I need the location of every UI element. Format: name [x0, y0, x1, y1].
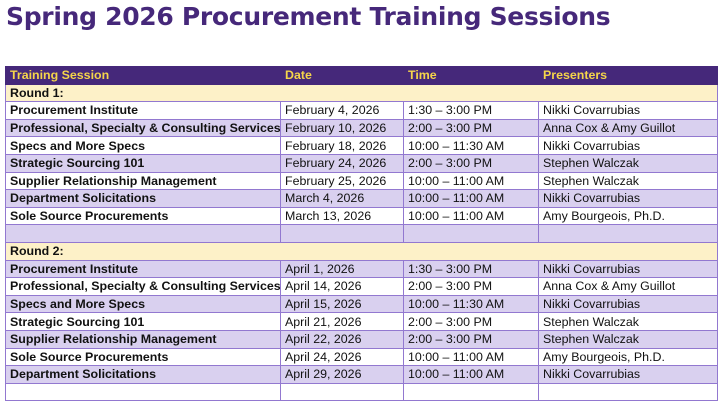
session-cell: Supplier Relationship Management [5, 171, 281, 191]
time-cell [403, 382, 539, 402]
col-header-date: Date [280, 66, 404, 85]
round-cell [280, 241, 404, 261]
table-row: Supplier Relationship Management February… [5, 171, 718, 191]
presenters-cell [538, 224, 718, 243]
presenters-cell: Nikki Covarrubias [538, 365, 718, 384]
session-cell: Strategic Sourcing 101 [5, 153, 281, 173]
date-cell: April 21, 2026 [280, 312, 404, 331]
session-cell: Specs and More Specs [5, 136, 281, 155]
date-cell: March 4, 2026 [280, 189, 404, 208]
time-cell [403, 224, 539, 243]
round-row: Round 1: [5, 83, 718, 103]
time-cell: 10:00 – 11:30 AM [403, 294, 539, 314]
time-cell: 10:00 – 11:00 AM [403, 365, 539, 384]
date-cell [280, 382, 404, 402]
table-row: Procurement Institute February 4, 2026 1:3… [5, 101, 718, 120]
table-row: Department Solicitations April 29, 2026 10… [5, 365, 718, 384]
table-row: Sole Source Procurements March 13, 2026 10… [5, 206, 718, 226]
blank-row [5, 224, 718, 243]
table-row: Professional, Specialty & Consulting Ser… [5, 118, 718, 138]
round-row: Round 2: [5, 241, 718, 261]
time-cell: 10:00 – 11:30 AM [403, 136, 539, 155]
time-cell: 10:00 – 11:00 AM [403, 206, 539, 226]
presenters-cell: Nikki Covarrubias [538, 294, 718, 314]
date-cell [280, 224, 404, 243]
date-cell: February 18, 2026 [280, 136, 404, 155]
round-label: Round 2: [5, 241, 281, 261]
time-cell: 2:00 – 3:00 PM [403, 277, 539, 296]
date-cell: February 4, 2026 [280, 101, 404, 120]
session-cell: Procurement Institute [5, 101, 281, 120]
time-cell: 1:30 – 3:00 PM [403, 101, 539, 120]
table-row: Department Solicitations March 4, 2026 10:… [5, 189, 718, 208]
table-row: Strategic Sourcing 101 February 24, 2026 2… [5, 153, 718, 173]
time-cell: 2:00 – 3:00 PM [403, 118, 539, 138]
date-cell: April 15, 2026 [280, 294, 404, 314]
table-row: Specs and More Specs February 18, 2026 10:… [5, 136, 718, 155]
presenters-cell: Stephen Walczak [538, 171, 718, 191]
page-title: Spring 2026 Procurement Training Session… [6, 2, 611, 31]
time-cell: 2:00 – 3:00 PM [403, 329, 539, 349]
round-cell [538, 241, 718, 261]
round-cell [403, 241, 539, 261]
session-cell: Sole Source Procurements [5, 347, 281, 367]
presenters-cell: Anna Cox & Amy Guillot [538, 277, 718, 296]
session-cell: Professional, Specialty & Consulting Ser… [5, 277, 281, 296]
time-cell: 10:00 – 11:00 AM [403, 171, 539, 191]
round-cell [538, 83, 718, 103]
session-cell: Sole Source Procurements [5, 206, 281, 226]
time-cell: 1:30 – 3:00 PM [403, 259, 539, 279]
round-cell [403, 83, 539, 103]
round-cell [280, 83, 404, 103]
session-cell: Department Solicitations [5, 189, 281, 208]
col-header-session: Training Session [5, 66, 281, 85]
schedule-table: Training Session Date Time Presenters Ro… [5, 66, 718, 402]
session-cell [5, 382, 281, 402]
presenters-cell: Stephen Walczak [538, 153, 718, 173]
date-cell: April 1, 2026 [280, 259, 404, 279]
time-cell: 2:00 – 3:00 PM [403, 312, 539, 331]
date-cell: February 25, 2026 [280, 171, 404, 191]
session-cell: Professional, Specialty & Consulting Ser… [5, 118, 281, 138]
col-header-presenters: Presenters [538, 66, 718, 85]
presenters-cell: Stephen Walczak [538, 329, 718, 349]
presenters-cell: Nikki Covarrubias [538, 136, 718, 155]
table-row: Specs and More Specs April 15, 2026 10:00 … [5, 294, 718, 314]
table-row: Sole Source Procurements April 24, 2026 10… [5, 347, 718, 367]
blank-row [5, 382, 718, 402]
presenters-cell: Stephen Walczak [538, 312, 718, 331]
presenters-cell: Amy Bourgeois, Ph.D. [538, 206, 718, 226]
date-cell: April 29, 2026 [280, 365, 404, 384]
session-cell [5, 224, 281, 243]
presenters-cell [538, 382, 718, 402]
header-row: Training Session Date Time Presenters [5, 66, 718, 85]
col-header-time: Time [403, 66, 539, 85]
round-label: Round 1: [5, 83, 281, 103]
presenters-cell: Anna Cox & Amy Guillot [538, 118, 718, 138]
session-cell: Strategic Sourcing 101 [5, 312, 281, 331]
time-cell: 10:00 – 11:00 AM [403, 189, 539, 208]
date-cell: April 22, 2026 [280, 329, 404, 349]
session-cell: Procurement Institute [5, 259, 281, 279]
table-row: Professional, Specialty & Consulting Ser… [5, 277, 718, 296]
time-cell: 2:00 – 3:00 PM [403, 153, 539, 173]
table-row: Procurement Institute April 1, 2026 1:30 –… [5, 259, 718, 279]
date-cell: April 14, 2026 [280, 277, 404, 296]
date-cell: February 24, 2026 [280, 153, 404, 173]
session-cell: Supplier Relationship Management [5, 329, 281, 349]
session-cell: Department Solicitations [5, 365, 281, 384]
session-cell: Specs and More Specs [5, 294, 281, 314]
presenters-cell: Nikki Covarrubias [538, 259, 718, 279]
time-cell: 10:00 – 11:00 AM [403, 347, 539, 367]
presenters-cell: Amy Bourgeois, Ph.D. [538, 347, 718, 367]
date-cell: February 10, 2026 [280, 118, 404, 138]
date-cell: March 13, 2026 [280, 206, 404, 226]
table-row: Strategic Sourcing 101 April 21, 2026 2:00… [5, 312, 718, 331]
presenters-cell: Nikki Covarrubias [538, 101, 718, 120]
presenters-cell: Nikki Covarrubias [538, 189, 718, 208]
date-cell: April 24, 2026 [280, 347, 404, 367]
table-row: Supplier Relationship Management April 22… [5, 329, 718, 349]
